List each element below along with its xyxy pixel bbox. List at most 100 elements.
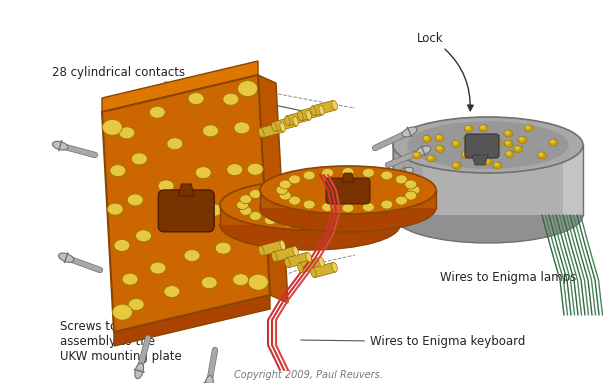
Ellipse shape [405, 180, 417, 189]
Ellipse shape [237, 124, 249, 133]
Ellipse shape [128, 194, 144, 206]
Ellipse shape [395, 196, 407, 205]
Ellipse shape [344, 206, 354, 213]
Ellipse shape [453, 163, 458, 167]
Ellipse shape [187, 252, 199, 261]
Ellipse shape [395, 175, 407, 184]
Ellipse shape [480, 125, 485, 129]
Ellipse shape [125, 276, 137, 285]
Polygon shape [220, 205, 400, 225]
Ellipse shape [538, 152, 543, 156]
Ellipse shape [368, 195, 380, 204]
Ellipse shape [407, 193, 416, 200]
Ellipse shape [272, 122, 277, 132]
Ellipse shape [236, 276, 248, 285]
Ellipse shape [506, 151, 511, 155]
Ellipse shape [423, 136, 431, 142]
Ellipse shape [488, 149, 493, 153]
Text: Lock: Lock [416, 31, 473, 111]
Ellipse shape [303, 171, 315, 180]
Ellipse shape [252, 214, 261, 220]
Ellipse shape [462, 152, 468, 156]
Ellipse shape [371, 197, 379, 204]
FancyBboxPatch shape [465, 134, 499, 158]
Ellipse shape [171, 217, 187, 229]
Ellipse shape [248, 274, 268, 290]
Ellipse shape [264, 216, 277, 225]
Ellipse shape [220, 200, 400, 250]
Ellipse shape [484, 158, 492, 165]
Ellipse shape [128, 298, 144, 311]
Ellipse shape [230, 166, 241, 175]
Ellipse shape [344, 185, 355, 194]
Ellipse shape [307, 184, 315, 191]
Ellipse shape [237, 200, 248, 210]
Ellipse shape [198, 169, 210, 178]
Ellipse shape [188, 93, 204, 105]
Ellipse shape [206, 127, 217, 136]
Ellipse shape [464, 125, 473, 132]
Ellipse shape [136, 230, 152, 242]
Ellipse shape [480, 139, 489, 146]
Polygon shape [260, 190, 436, 208]
Ellipse shape [479, 125, 488, 132]
Ellipse shape [304, 182, 316, 191]
Ellipse shape [170, 140, 182, 149]
Ellipse shape [283, 218, 295, 228]
Polygon shape [286, 110, 310, 126]
Ellipse shape [371, 208, 379, 215]
Ellipse shape [381, 200, 393, 209]
Polygon shape [312, 262, 336, 278]
Ellipse shape [241, 203, 253, 213]
Ellipse shape [303, 200, 315, 209]
Ellipse shape [344, 170, 354, 177]
Ellipse shape [110, 165, 126, 177]
Ellipse shape [322, 169, 334, 177]
Ellipse shape [361, 192, 370, 198]
FancyBboxPatch shape [288, 193, 332, 219]
Ellipse shape [158, 180, 174, 192]
Ellipse shape [249, 190, 261, 198]
Ellipse shape [322, 203, 334, 212]
Ellipse shape [267, 187, 276, 194]
Ellipse shape [286, 221, 294, 227]
Ellipse shape [410, 188, 419, 195]
Ellipse shape [282, 182, 291, 189]
Ellipse shape [240, 206, 252, 215]
Ellipse shape [264, 185, 277, 194]
Ellipse shape [413, 152, 422, 159]
Ellipse shape [374, 211, 389, 219]
Polygon shape [299, 257, 323, 273]
Polygon shape [472, 155, 488, 165]
Ellipse shape [549, 139, 558, 146]
Polygon shape [312, 100, 336, 116]
Ellipse shape [220, 180, 400, 230]
Ellipse shape [149, 106, 165, 118]
Ellipse shape [472, 150, 482, 157]
Ellipse shape [424, 136, 429, 140]
Ellipse shape [286, 185, 294, 192]
Ellipse shape [504, 140, 513, 147]
Ellipse shape [252, 277, 267, 289]
Ellipse shape [487, 149, 496, 156]
Ellipse shape [519, 137, 524, 141]
Ellipse shape [218, 245, 230, 254]
Text: Assembly
mounting screws: Assembly mounting screws [375, 178, 559, 214]
Ellipse shape [524, 125, 533, 132]
Ellipse shape [332, 262, 338, 272]
Ellipse shape [59, 253, 74, 262]
Ellipse shape [223, 93, 239, 105]
Ellipse shape [164, 286, 180, 298]
Ellipse shape [114, 239, 130, 252]
Ellipse shape [280, 240, 285, 250]
Ellipse shape [238, 80, 257, 97]
Ellipse shape [249, 211, 261, 221]
Ellipse shape [184, 250, 200, 262]
Polygon shape [299, 105, 323, 121]
Ellipse shape [398, 167, 413, 177]
Ellipse shape [201, 277, 217, 289]
Polygon shape [342, 173, 354, 182]
Ellipse shape [383, 202, 392, 209]
Polygon shape [273, 246, 297, 262]
Ellipse shape [332, 100, 338, 110]
